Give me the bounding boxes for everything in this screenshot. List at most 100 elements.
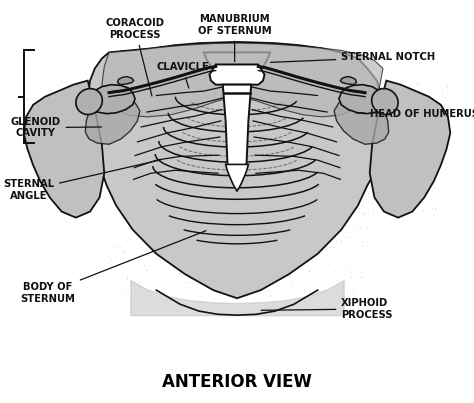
Point: [186, 108, 193, 114]
Point: [305, 127, 312, 133]
Point: [423, 158, 430, 164]
Point: [338, 156, 346, 162]
Point: [263, 162, 271, 168]
Point: [182, 78, 190, 84]
Point: [114, 72, 122, 79]
Point: [43, 144, 51, 150]
Point: [238, 187, 246, 193]
Point: [102, 184, 109, 191]
Point: [266, 232, 273, 238]
Point: [347, 193, 355, 199]
Point: [426, 209, 433, 216]
Point: [406, 110, 414, 116]
Point: [369, 119, 377, 126]
Point: [407, 172, 414, 179]
Point: [142, 265, 149, 272]
Point: [206, 140, 213, 146]
Point: [279, 143, 286, 149]
Point: [333, 143, 341, 150]
Point: [356, 118, 363, 125]
Point: [221, 63, 229, 70]
Point: [412, 142, 419, 149]
Point: [369, 179, 377, 186]
Point: [112, 149, 120, 156]
Point: [323, 134, 330, 140]
Point: [131, 99, 138, 106]
Point: [268, 184, 275, 190]
Point: [70, 96, 77, 102]
Point: [23, 180, 30, 187]
Point: [234, 257, 241, 263]
Point: [226, 81, 234, 87]
Point: [78, 119, 85, 126]
Point: [409, 92, 417, 99]
Point: [390, 165, 398, 172]
Point: [427, 153, 434, 160]
Point: [116, 204, 123, 210]
Point: [128, 65, 135, 72]
Point: [232, 111, 240, 118]
Point: [132, 141, 140, 147]
Point: [328, 131, 336, 138]
Point: [143, 267, 151, 274]
Point: [68, 122, 76, 129]
Point: [94, 183, 101, 190]
Point: [146, 62, 154, 68]
Point: [157, 275, 164, 281]
Point: [81, 210, 88, 217]
Point: [106, 285, 114, 292]
Point: [213, 64, 221, 71]
Point: [138, 286, 146, 292]
Point: [326, 213, 334, 219]
Point: [437, 145, 444, 152]
Point: [328, 69, 336, 76]
Point: [407, 201, 414, 208]
Point: [137, 137, 145, 144]
Point: [206, 244, 214, 251]
Point: [159, 95, 167, 101]
Point: [284, 239, 292, 245]
Point: [398, 164, 405, 170]
Point: [107, 257, 115, 264]
Point: [23, 153, 30, 159]
Point: [267, 102, 275, 108]
Point: [224, 238, 231, 245]
Point: [254, 98, 262, 105]
Point: [190, 166, 198, 173]
Point: [92, 143, 100, 150]
Point: [315, 64, 322, 71]
Point: [246, 199, 253, 206]
Point: [198, 176, 205, 182]
Point: [343, 195, 350, 201]
Point: [239, 245, 246, 251]
Point: [49, 123, 56, 129]
Point: [429, 127, 437, 133]
Point: [271, 201, 279, 207]
Point: [149, 210, 156, 216]
Point: [362, 209, 370, 215]
Point: [175, 126, 183, 132]
Point: [279, 70, 287, 77]
Point: [287, 92, 295, 98]
Point: [210, 274, 218, 280]
Point: [107, 141, 115, 148]
Point: [205, 210, 212, 216]
Point: [208, 110, 215, 116]
Point: [123, 274, 131, 280]
Point: [446, 205, 454, 212]
Point: [363, 101, 370, 107]
Point: [269, 234, 276, 240]
Point: [413, 127, 421, 133]
Point: [67, 200, 74, 206]
Point: [180, 171, 188, 178]
Point: [196, 57, 203, 63]
Point: [56, 150, 64, 156]
Point: [157, 263, 164, 270]
Point: [245, 237, 252, 243]
Point: [268, 122, 276, 128]
Point: [413, 160, 420, 166]
Point: [275, 98, 283, 104]
Text: CORACOID
PROCESS: CORACOID PROCESS: [106, 18, 164, 96]
Point: [21, 123, 28, 129]
Point: [169, 250, 176, 257]
